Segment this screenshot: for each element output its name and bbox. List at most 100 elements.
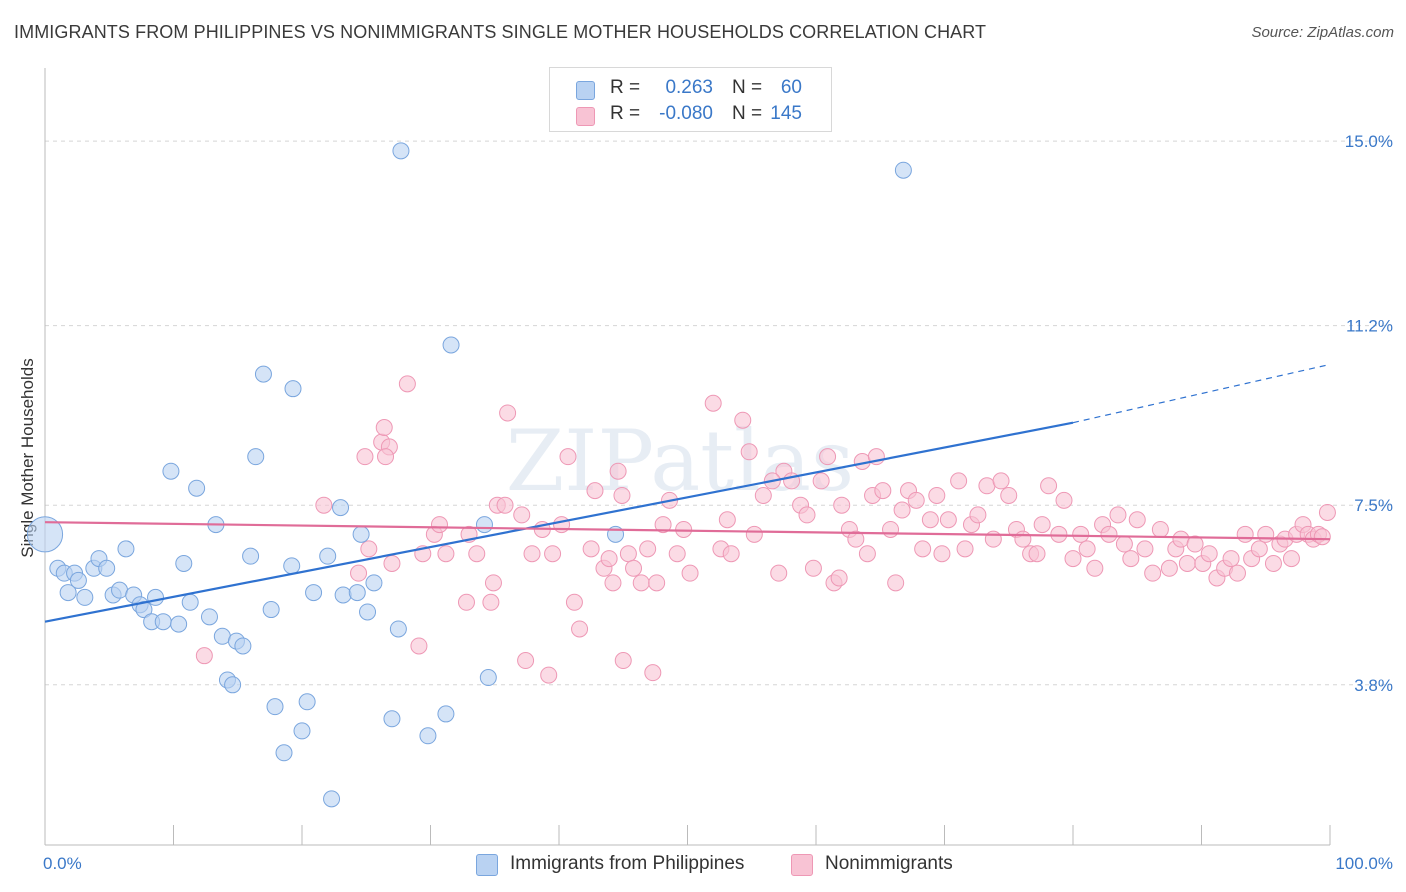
nonimmigrants-point [315,496,333,514]
philippines-point [147,588,165,606]
nonimmigrants-point [398,375,416,393]
philippines-point [442,336,460,354]
x-tick-label: 100.0% [1335,854,1393,873]
nonimmigrants-point [798,506,816,524]
nonimmigrants-point [1100,525,1118,543]
nonimmigrants-point [812,472,830,490]
nonimmigrants-point [847,530,865,548]
axes [44,68,1331,846]
nonimmigrants-point [609,462,627,480]
nonimmigrants-point [1222,550,1240,568]
nonimmigrants-point [1178,554,1196,572]
nonimmigrants-point [1000,486,1018,504]
n-label: N = [732,77,763,98]
nonimmigrants-point [375,419,393,437]
nonimmigrants-point [907,491,925,509]
nonimmigrants-trend-line [44,521,1331,541]
nonimmigrants-point [1257,525,1275,543]
philippines-point [59,584,77,602]
nonimmigrants-point [969,506,987,524]
philippines-trend-extension [1072,363,1331,424]
philippines-point [334,586,352,604]
r-label: R = [610,77,641,98]
y-tick-label: 3.8% [1354,676,1393,695]
nonimmigrants-point [1282,550,1300,568]
watermark: ZIPatlas [506,412,854,510]
y-tick-label: 11.2% [1346,317,1393,336]
nonimmigrants-point [350,564,368,582]
nonimmigrants-point [1072,525,1090,543]
n-label: N = [732,103,763,124]
philippines-point [359,603,377,621]
nonimmigrants-point [978,477,996,495]
nonimmigrants-point [718,511,736,529]
nonimmigrants-point [754,486,772,504]
nonimmigrants-point [874,482,892,500]
nonimmigrants-point [517,652,535,670]
nonimmigrants-point [604,574,622,592]
philippines-point [154,613,172,631]
nonimmigrants-point [1172,530,1190,548]
nonimmigrants-point [914,540,932,558]
nonimmigrants-point [632,574,650,592]
philippines-point [419,727,437,745]
nonimmigrants-point [819,448,837,466]
nonimmigrants-point [1151,520,1169,538]
correlation-legend: R = 0.263 N = 60 R = -0.080 N = 145 [549,67,832,132]
philippines-point [332,499,350,517]
nonimmigrants-point [582,540,600,558]
philippines-point [69,571,87,589]
nonimmigrants-point [992,472,1010,490]
nonimmigrants-point [1040,477,1058,495]
philippines-point [213,627,231,645]
nonimmigrants-point [513,506,531,524]
nonimmigrants-point [410,637,428,655]
philippines-point [275,744,293,762]
nonimmigrants-point [654,516,672,534]
philippines-point [293,722,311,740]
philippines-point [111,581,129,599]
philippines-point [894,161,912,179]
philippines-point [352,525,370,543]
philippines-point [98,559,116,577]
nonimmigrants-point [1033,516,1051,534]
nonimmigrants-point [1086,559,1104,577]
nonimmigrants-points [195,375,1336,684]
nonimmigrants-point [644,664,662,682]
nonimmigrants-point [553,516,571,534]
nonimmigrants-point [833,496,851,514]
nonimmigrants-point [496,496,514,514]
philippines-point [26,516,64,553]
philippines-point [365,574,383,592]
nonimmigrants-point [956,540,974,558]
nonimmigrants-point [430,516,448,534]
philippines-point [437,705,455,723]
philippines-point [323,790,341,808]
nonimmigrants-point [1028,545,1046,563]
nonimmigrants-point [383,554,401,572]
philippines-point [283,557,301,575]
philippines-point [389,620,407,638]
nonimmigrants-point [745,525,763,543]
r-label: R = [610,103,641,124]
n-value: 60 [780,77,802,98]
philippines-point [392,142,410,160]
nonimmigrants-point [887,574,905,592]
nonimmigrants-point [648,574,666,592]
legend-row-philippines: R = 0.263 N = 60 [550,74,831,104]
nonimmigrants-point [482,593,500,611]
nonimmigrants-point [1264,554,1282,572]
philippines-point [319,547,337,565]
philippines-trend-line [44,421,1074,623]
nonimmigrants-point [195,647,213,665]
nonimmigrants-point [1250,540,1268,558]
nonimmigrants-point [1014,530,1032,548]
philippines-point [200,608,218,626]
legend-swatch-pink [576,107,595,126]
r-value: -0.080 [659,103,713,124]
philippines-point [254,365,272,383]
nonimmigrants-point [619,545,637,563]
philippines-point [479,669,497,687]
nonimmigrants-point [740,443,758,461]
nonimmigrants-point [1136,540,1154,558]
